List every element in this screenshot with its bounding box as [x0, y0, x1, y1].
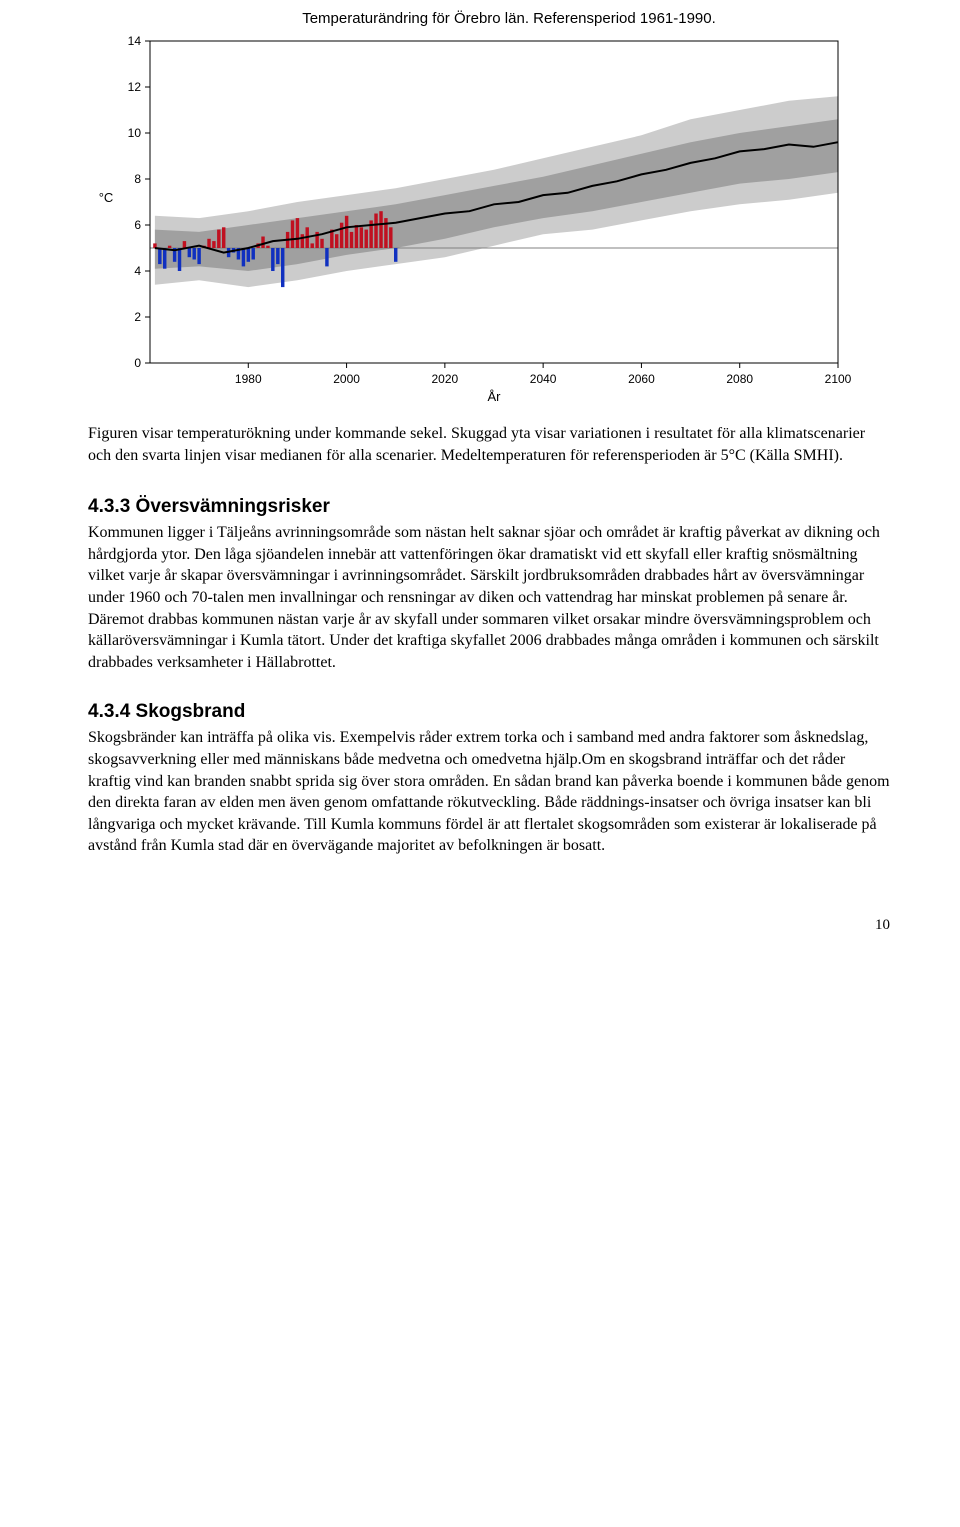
svg-text:2020: 2020 [432, 372, 459, 386]
section-body-flood: Kommunen ligger i Täljeåns avrinningsomr… [88, 522, 890, 673]
section-body-fire: Skogsbränder kan inträffa på olika vis. … [88, 727, 890, 857]
svg-text:2100: 2100 [825, 372, 852, 386]
svg-text:12: 12 [128, 80, 142, 94]
section-heading-flood: 4.3.3 Översvämningsrisker [88, 496, 890, 518]
svg-text:2: 2 [134, 310, 141, 324]
page-number: 10 [88, 917, 890, 934]
svg-text:År: År [488, 389, 502, 404]
svg-text:4: 4 [134, 264, 141, 278]
svg-text:14: 14 [128, 34, 142, 48]
svg-text:2040: 2040 [530, 372, 557, 386]
svg-text:0: 0 [134, 356, 141, 370]
svg-text:2080: 2080 [726, 372, 753, 386]
temperature-chart: Temperaturändring för Örebro län. Refere… [88, 10, 890, 411]
chart-svg: 0 2 4 6 8 10 12 14 1980 2000 2020 2040 2060 2080 2100 °… [88, 31, 858, 411]
svg-text:1980: 1980 [235, 372, 262, 386]
chart-title: Temperaturändring för Örebro län. Refere… [128, 10, 890, 27]
svg-text:2060: 2060 [628, 372, 655, 386]
section-heading-fire: 4.3.4 Skogsbrand [88, 701, 890, 723]
svg-text:6: 6 [134, 218, 141, 232]
figure-caption: Figuren visar temperaturökning under kom… [88, 423, 890, 466]
svg-text:°C: °C [99, 190, 114, 205]
svg-text:10: 10 [128, 126, 142, 140]
svg-text:8: 8 [134, 172, 141, 186]
svg-text:2000: 2000 [333, 372, 360, 386]
